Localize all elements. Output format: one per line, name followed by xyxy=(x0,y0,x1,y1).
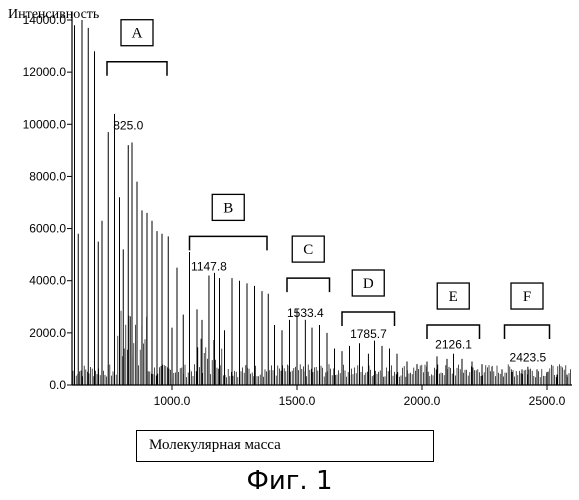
peak-label: 1147.8 xyxy=(191,259,227,273)
group-bracket xyxy=(287,278,330,292)
group-label: A xyxy=(132,26,143,42)
y-tick-label: 2000.0 xyxy=(29,326,66,340)
group-label: D xyxy=(363,276,374,292)
x-tick-label: 1000.0 xyxy=(154,394,191,408)
peak-label: 2423.5 xyxy=(510,351,547,365)
peaks-layer xyxy=(75,20,568,385)
y-tick-label: 10000.0 xyxy=(23,117,67,131)
group-label: B xyxy=(223,200,233,216)
y-tick-label: 4000.0 xyxy=(29,274,66,288)
x-axis-label: Молекулярная масса xyxy=(149,437,281,454)
peak-label: 825.0 xyxy=(113,119,143,133)
group-label: C xyxy=(303,242,313,258)
labels-layer: 825.0 1147.8 1533.4 1785.7 2126.1 2423.5 xyxy=(113,119,546,365)
group-bracket xyxy=(342,312,395,326)
x-tick-label: 1500.0 xyxy=(279,394,316,408)
y-axis-title: Интенсивность xyxy=(8,7,99,22)
group-bracket xyxy=(190,236,268,250)
x-axis-label-box: Молекулярная масса xyxy=(136,430,434,462)
y-tick-label: 8000.0 xyxy=(29,169,66,183)
y-tick-label: 12000.0 xyxy=(23,65,67,79)
x-tick-label: 2000.0 xyxy=(404,394,441,408)
y-tick-label: 6000.0 xyxy=(29,222,66,236)
noise-layer xyxy=(73,311,571,385)
x-tick-label: 2500.0 xyxy=(529,394,566,408)
groups-layer: A B C D E F xyxy=(107,20,550,339)
peak-label: 1785.7 xyxy=(350,327,387,341)
group-label: E xyxy=(449,289,458,305)
group-bracket xyxy=(505,325,550,339)
mass-spectrum-chart: 0.0 2000.0 4000.0 6000.0 8000.0 10000.0 12000.… xyxy=(0,0,579,428)
figure-caption: Фиг. 1 xyxy=(0,466,579,496)
group-label: F xyxy=(523,289,531,305)
peak-label: 1533.4 xyxy=(287,306,324,320)
y-tick-label: 0.0 xyxy=(49,378,66,392)
peak-label: 2126.1 xyxy=(435,338,472,352)
group-bracket xyxy=(107,62,167,76)
